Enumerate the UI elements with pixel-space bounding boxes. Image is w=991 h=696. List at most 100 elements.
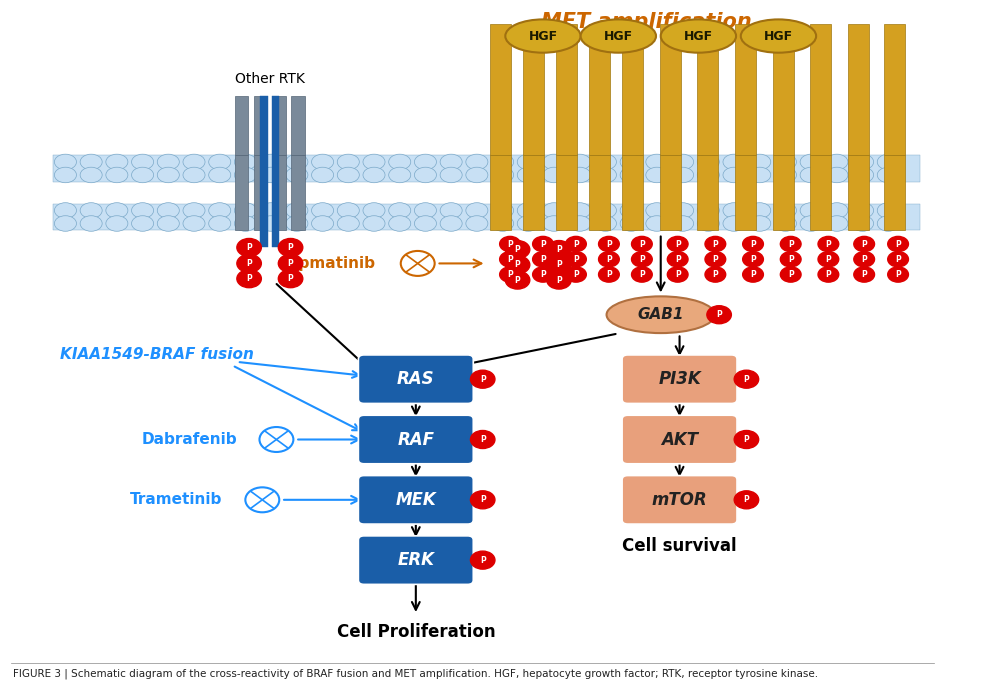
Ellipse shape xyxy=(646,216,668,231)
Ellipse shape xyxy=(851,203,874,219)
Ellipse shape xyxy=(80,216,102,231)
Text: P: P xyxy=(287,274,293,283)
Ellipse shape xyxy=(337,167,360,183)
Circle shape xyxy=(631,267,652,282)
FancyBboxPatch shape xyxy=(359,536,474,585)
Text: AKT: AKT xyxy=(661,431,698,448)
Text: GAB1: GAB1 xyxy=(637,307,684,322)
Ellipse shape xyxy=(363,167,385,183)
Ellipse shape xyxy=(106,155,128,170)
Ellipse shape xyxy=(363,203,385,219)
Ellipse shape xyxy=(106,167,128,183)
Text: P: P xyxy=(514,260,520,269)
Ellipse shape xyxy=(183,216,205,231)
Ellipse shape xyxy=(698,155,719,170)
Bar xyxy=(491,24,511,155)
Ellipse shape xyxy=(723,216,745,231)
Text: P: P xyxy=(514,245,520,254)
Text: P: P xyxy=(573,255,579,264)
Bar xyxy=(773,155,794,230)
Ellipse shape xyxy=(672,155,694,170)
Ellipse shape xyxy=(517,203,539,219)
Text: P: P xyxy=(287,243,293,252)
FancyBboxPatch shape xyxy=(622,416,737,464)
Ellipse shape xyxy=(235,155,257,170)
Ellipse shape xyxy=(235,203,257,219)
FancyBboxPatch shape xyxy=(359,475,474,524)
Text: P: P xyxy=(606,239,611,248)
Ellipse shape xyxy=(851,167,874,183)
Circle shape xyxy=(667,252,688,267)
Circle shape xyxy=(818,267,838,282)
Circle shape xyxy=(818,252,838,267)
Ellipse shape xyxy=(698,216,719,231)
Text: P: P xyxy=(606,255,611,264)
Ellipse shape xyxy=(569,203,591,219)
Ellipse shape xyxy=(517,216,539,231)
Ellipse shape xyxy=(748,155,771,170)
Ellipse shape xyxy=(800,167,823,183)
FancyBboxPatch shape xyxy=(622,475,737,524)
Circle shape xyxy=(705,267,725,282)
Ellipse shape xyxy=(698,203,719,219)
Ellipse shape xyxy=(698,167,719,183)
Bar xyxy=(556,24,577,155)
Ellipse shape xyxy=(466,216,488,231)
Text: P: P xyxy=(639,270,645,279)
Text: P: P xyxy=(540,270,546,279)
Ellipse shape xyxy=(672,216,694,231)
Bar xyxy=(660,155,681,230)
Text: KIAA1549-BRAF fusion: KIAA1549-BRAF fusion xyxy=(59,347,254,363)
Bar xyxy=(273,155,285,230)
Circle shape xyxy=(471,491,495,509)
Ellipse shape xyxy=(183,155,205,170)
Circle shape xyxy=(631,252,652,267)
Bar xyxy=(848,155,869,230)
Ellipse shape xyxy=(581,19,656,53)
Ellipse shape xyxy=(543,216,565,231)
Text: P: P xyxy=(750,239,756,248)
Ellipse shape xyxy=(337,203,360,219)
Ellipse shape xyxy=(620,167,642,183)
Circle shape xyxy=(499,267,520,282)
Text: HGF: HGF xyxy=(528,29,558,42)
Text: P: P xyxy=(788,255,794,264)
Ellipse shape xyxy=(285,216,308,231)
Text: P: P xyxy=(713,270,718,279)
Ellipse shape xyxy=(106,216,128,231)
Ellipse shape xyxy=(55,203,76,219)
Text: P: P xyxy=(480,496,486,505)
Text: P: P xyxy=(287,259,293,268)
Text: P: P xyxy=(861,270,867,279)
Circle shape xyxy=(631,237,652,252)
Ellipse shape xyxy=(440,167,462,183)
Ellipse shape xyxy=(260,155,282,170)
Ellipse shape xyxy=(800,203,823,219)
Bar xyxy=(884,155,905,230)
Circle shape xyxy=(547,256,571,274)
Circle shape xyxy=(532,252,553,267)
Ellipse shape xyxy=(505,19,581,53)
Text: P: P xyxy=(675,239,681,248)
Text: Capmatinib: Capmatinib xyxy=(277,256,376,271)
Ellipse shape xyxy=(851,216,874,231)
Circle shape xyxy=(278,269,303,287)
Bar xyxy=(291,96,304,155)
Bar xyxy=(884,24,905,155)
Text: P: P xyxy=(507,239,513,248)
Text: P: P xyxy=(895,239,901,248)
Bar xyxy=(773,24,794,155)
Text: HGF: HGF xyxy=(684,29,713,42)
Circle shape xyxy=(547,241,571,259)
Text: P: P xyxy=(556,260,562,269)
Text: P: P xyxy=(573,239,579,248)
Circle shape xyxy=(667,267,688,282)
Bar xyxy=(261,96,268,248)
Text: FIGURE 3 | Schematic diagram of the cross-reactivity of BRAF fusion and MET ampl: FIGURE 3 | Schematic diagram of the cros… xyxy=(13,669,818,679)
Ellipse shape xyxy=(826,155,848,170)
Ellipse shape xyxy=(569,167,591,183)
Circle shape xyxy=(888,237,909,252)
Text: P: P xyxy=(246,243,252,252)
Bar xyxy=(848,24,869,155)
Ellipse shape xyxy=(877,167,899,183)
